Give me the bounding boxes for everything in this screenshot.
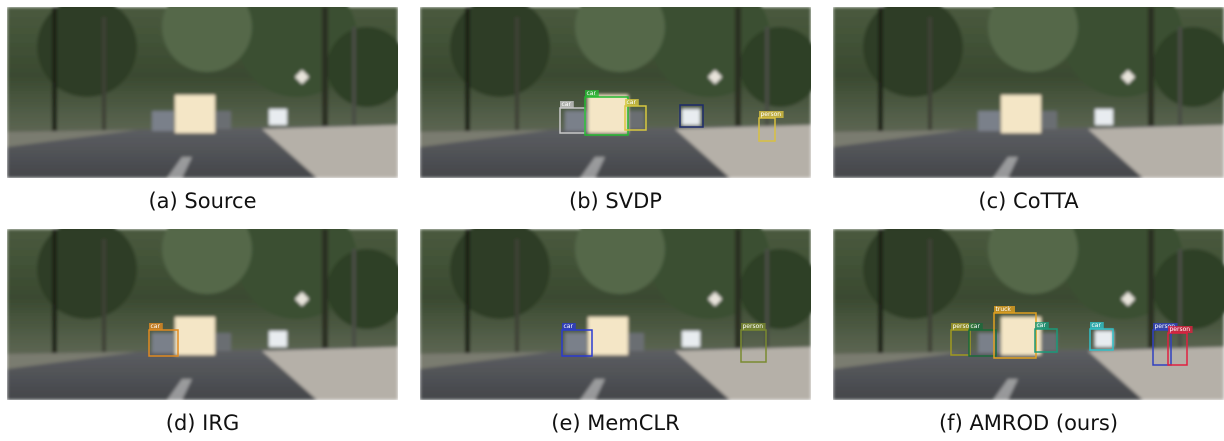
caption: (b) SVDP <box>569 189 662 213</box>
photo <box>833 0 1224 178</box>
detection-label: truck <box>996 306 1012 313</box>
page: (a) Source car car car person (b) SVDP (c) CoT… <box>0 0 1224 441</box>
panel: car person (e) MemCLR <box>420 199 820 435</box>
caption: (f) AMROD (ours) <box>939 411 1118 435</box>
detection-label: car <box>971 323 981 330</box>
detection-label: person <box>743 323 764 330</box>
panel: (c) CoTTA <box>833 0 1224 213</box>
detection-label: car <box>1092 322 1102 329</box>
detection-label: person <box>761 111 782 118</box>
panel: car car car person (b) SVDP <box>420 0 820 213</box>
detection-label: car <box>564 323 574 330</box>
panel: car (d) IRG <box>7 199 407 435</box>
detection-label: car <box>587 90 597 97</box>
detection-label: person <box>1170 326 1191 333</box>
detection-label: car <box>562 101 572 108</box>
detection-label: car <box>1037 322 1047 329</box>
caption: (a) Source <box>148 189 256 213</box>
panel: (a) Source <box>7 0 407 213</box>
caption: (c) CoTTA <box>978 189 1079 213</box>
photo <box>833 199 1224 400</box>
photo <box>420 0 820 178</box>
photo <box>7 0 407 178</box>
figure: (a) Source car car car person (b) SVDP (c) CoT… <box>0 0 1224 441</box>
detection-label: car <box>627 99 637 106</box>
caption: (e) MemCLR <box>551 411 679 435</box>
photo <box>7 199 407 400</box>
caption: (d) IRG <box>166 411 239 435</box>
photo <box>420 199 820 400</box>
detection-label: car <box>151 323 161 330</box>
